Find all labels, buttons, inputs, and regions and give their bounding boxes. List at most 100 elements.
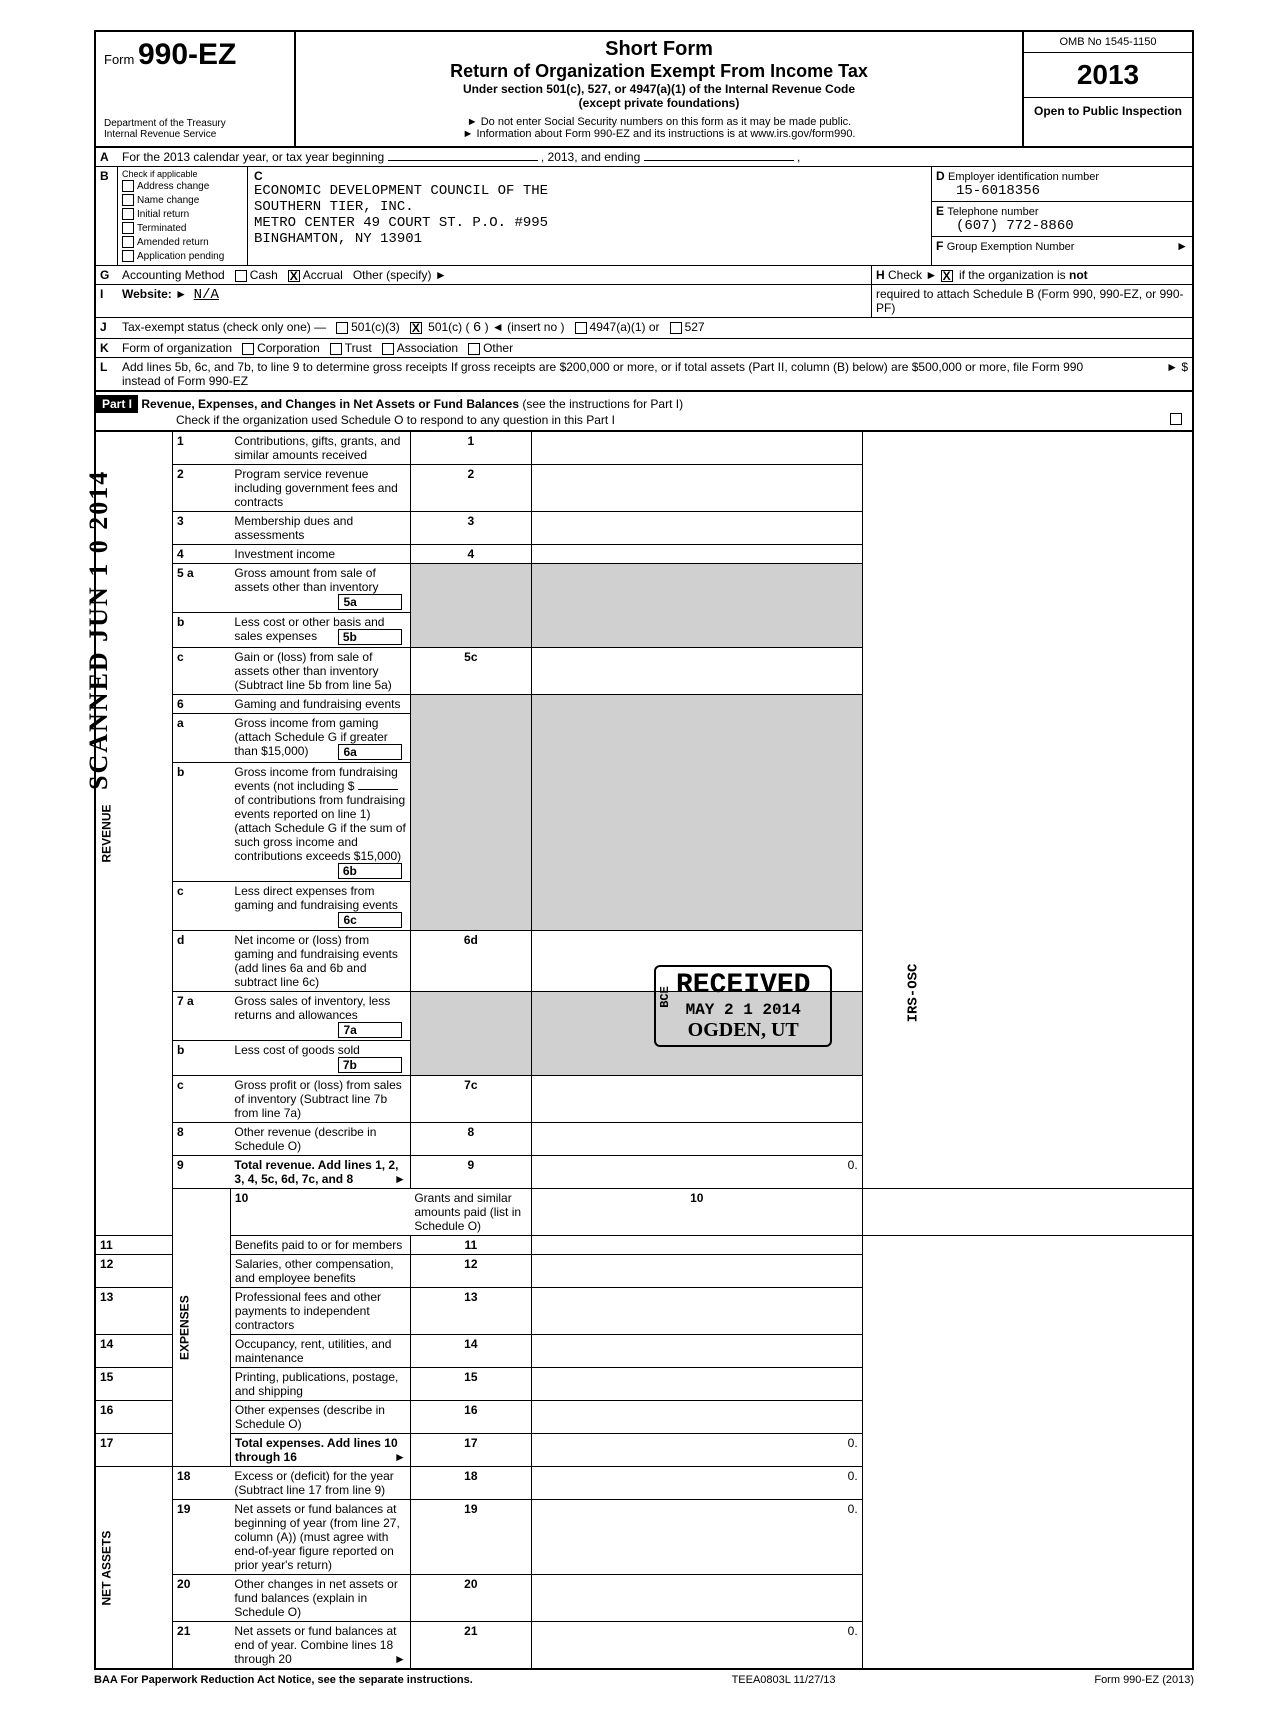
opt-terminated: Terminated — [137, 223, 186, 234]
dept-line-2: Internal Revenue Service — [104, 129, 286, 140]
line-e-text: Telephone number — [947, 206, 1038, 218]
ln-6: 6 — [173, 695, 231, 714]
checkbox-501c[interactable] — [410, 322, 422, 334]
netassets-side-label: NET ASSETS — [95, 1467, 173, 1670]
checkbox-application-pending[interactable] — [122, 250, 134, 262]
ln-13-val[interactable] — [531, 1288, 862, 1335]
checkbox-terminated[interactable] — [122, 222, 134, 234]
form-header: Form 990-EZ Department of the Treasury I… — [94, 30, 1194, 148]
ln-8-val[interactable] — [531, 1123, 862, 1156]
part-1-label: Part I — [96, 395, 138, 413]
ln-10-val[interactable] — [862, 1189, 1193, 1236]
ln-20-val[interactable] — [531, 1575, 862, 1622]
ln-13-num: 13 — [410, 1288, 531, 1335]
ln-18-num: 18 — [410, 1467, 531, 1500]
form-number-text: 990-EZ — [138, 38, 236, 71]
irs-osc-stamp: IRS-OSC — [905, 964, 921, 1023]
website-value: N/A — [194, 287, 219, 303]
line-k-label: K — [96, 339, 118, 357]
ln-17-num: 17 — [410, 1434, 531, 1467]
tax-year-end-field[interactable] — [644, 160, 794, 161]
ln-15: 15 — [95, 1368, 173, 1401]
ln-19-num: 19 — [410, 1500, 531, 1575]
omb-number: OMB No 1545-1150 — [1024, 32, 1192, 53]
line-k-text: Form of organization — [122, 341, 232, 355]
checkbox-trust[interactable] — [330, 343, 342, 355]
part-1-note: (see the instructions for Part I) — [522, 397, 683, 411]
ln-7a-text: Gross sales of inventory, less returns a… — [234, 994, 390, 1022]
opt-4947: 4947(a)(1) or — [590, 320, 660, 334]
ln-20: 20 — [173, 1575, 231, 1622]
ln-16: 16 — [95, 1401, 173, 1434]
ln-9-arrow: ► — [394, 1172, 406, 1186]
received-stamp: RECEIVED MAY 2 1 2014 OGDEN, UT — [654, 965, 832, 1047]
ln-6b-amount-field[interactable] — [358, 789, 398, 790]
opt-other-form: Other — [483, 341, 513, 355]
ln-9-val: 0. — [531, 1156, 862, 1189]
line-d-label: D — [936, 169, 945, 183]
checkbox-amended-return[interactable] — [122, 236, 134, 248]
received-date: MAY 2 1 2014 — [676, 1002, 810, 1020]
expenses-side-label: EXPENSES — [173, 1189, 231, 1467]
ln-7b-box: 7b — [343, 1058, 357, 1072]
ln-12-val[interactable] — [531, 1255, 862, 1288]
checkbox-schedule-o-part1[interactable] — [1170, 413, 1182, 425]
part-1-table: REVENUE 1 Contributions, gifts, grants, … — [94, 430, 1194, 1670]
line-h-label: H — [876, 268, 885, 282]
ln-11-val[interactable] — [531, 1236, 862, 1255]
ln-2-val[interactable] — [531, 465, 862, 512]
ln-7b-text: Less cost of goods sold — [234, 1043, 359, 1057]
checkbox-initial-return[interactable] — [122, 208, 134, 220]
ln-18: 18 — [173, 1467, 231, 1500]
checkbox-name-change[interactable] — [122, 194, 134, 206]
opt-501c-a: 501(c) ( — [428, 320, 469, 334]
checkbox-schedule-b[interactable] — [941, 270, 953, 282]
checkbox-association[interactable] — [382, 343, 394, 355]
ln-6d: d — [173, 931, 231, 992]
tax-year-begin-field[interactable] — [388, 160, 538, 161]
note-ssn: ► Do not enter Social Security numbers o… — [306, 116, 1012, 128]
opt-association: Association — [397, 341, 458, 355]
ln-5c-val[interactable] — [531, 648, 862, 695]
ln-8-num: 8 — [410, 1123, 531, 1156]
line-h-text-1: Check ► — [888, 268, 937, 282]
ln-9-num: 9 — [410, 1156, 531, 1189]
title-return: Return of Organization Exempt From Incom… — [306, 61, 1012, 82]
checkbox-4947[interactable] — [575, 322, 587, 334]
ln-15-val[interactable] — [531, 1368, 862, 1401]
ln-7c-val[interactable] — [531, 1076, 862, 1123]
checkbox-527[interactable] — [670, 322, 682, 334]
ln-14-val[interactable] — [531, 1335, 862, 1368]
line-c-block: C ECONOMIC DEVELOPMENT COUNCIL OF THE SO… — [248, 167, 932, 265]
line-a-text-2: , 2013, and ending — [541, 150, 640, 164]
ln-3-val[interactable] — [531, 512, 862, 545]
ln-6c-box: 6c — [343, 913, 356, 927]
checkbox-accrual[interactable] — [288, 270, 300, 282]
ln-6b-text-2: of contributions from fundraising events… — [234, 793, 405, 863]
ln-21-text: Net assets or fund balances at end of ye… — [234, 1624, 396, 1666]
ln-21: 21 — [173, 1622, 231, 1670]
line-a-label: A — [96, 148, 118, 166]
line-c-label: C — [254, 169, 925, 183]
open-to-public: Open to Public Inspection — [1024, 98, 1192, 124]
subtitle-2: (except private foundations) — [306, 96, 1012, 110]
ln-4-val[interactable] — [531, 545, 862, 564]
ln-20-num: 20 — [410, 1575, 531, 1622]
opt-501c-c: ) ◄ (insert no ) — [485, 320, 565, 334]
line-g-text: Accounting Method — [122, 268, 225, 282]
ln-5c-num: 5c — [410, 648, 531, 695]
ln-10: 10 — [230, 1189, 410, 1236]
ln-4: 4 — [173, 545, 231, 564]
org-addr-1: METRO CENTER 49 COURT ST. P.O. #995 — [254, 215, 925, 231]
checkbox-501c3[interactable] — [336, 322, 348, 334]
checkbox-address-change[interactable] — [122, 180, 134, 192]
line-e-label: E — [936, 204, 944, 218]
checkbox-corporation[interactable] — [242, 343, 254, 355]
ln-14: 14 — [95, 1335, 173, 1368]
checkbox-cash[interactable] — [235, 270, 247, 282]
org-name-2: SOUTHERN TIER, INC. — [254, 199, 925, 215]
checkbox-other-form[interactable] — [468, 343, 480, 355]
ln-16-val[interactable] — [531, 1401, 862, 1434]
ln-1-val[interactable] — [531, 431, 862, 465]
ln-21-val: 0. — [531, 1622, 862, 1670]
